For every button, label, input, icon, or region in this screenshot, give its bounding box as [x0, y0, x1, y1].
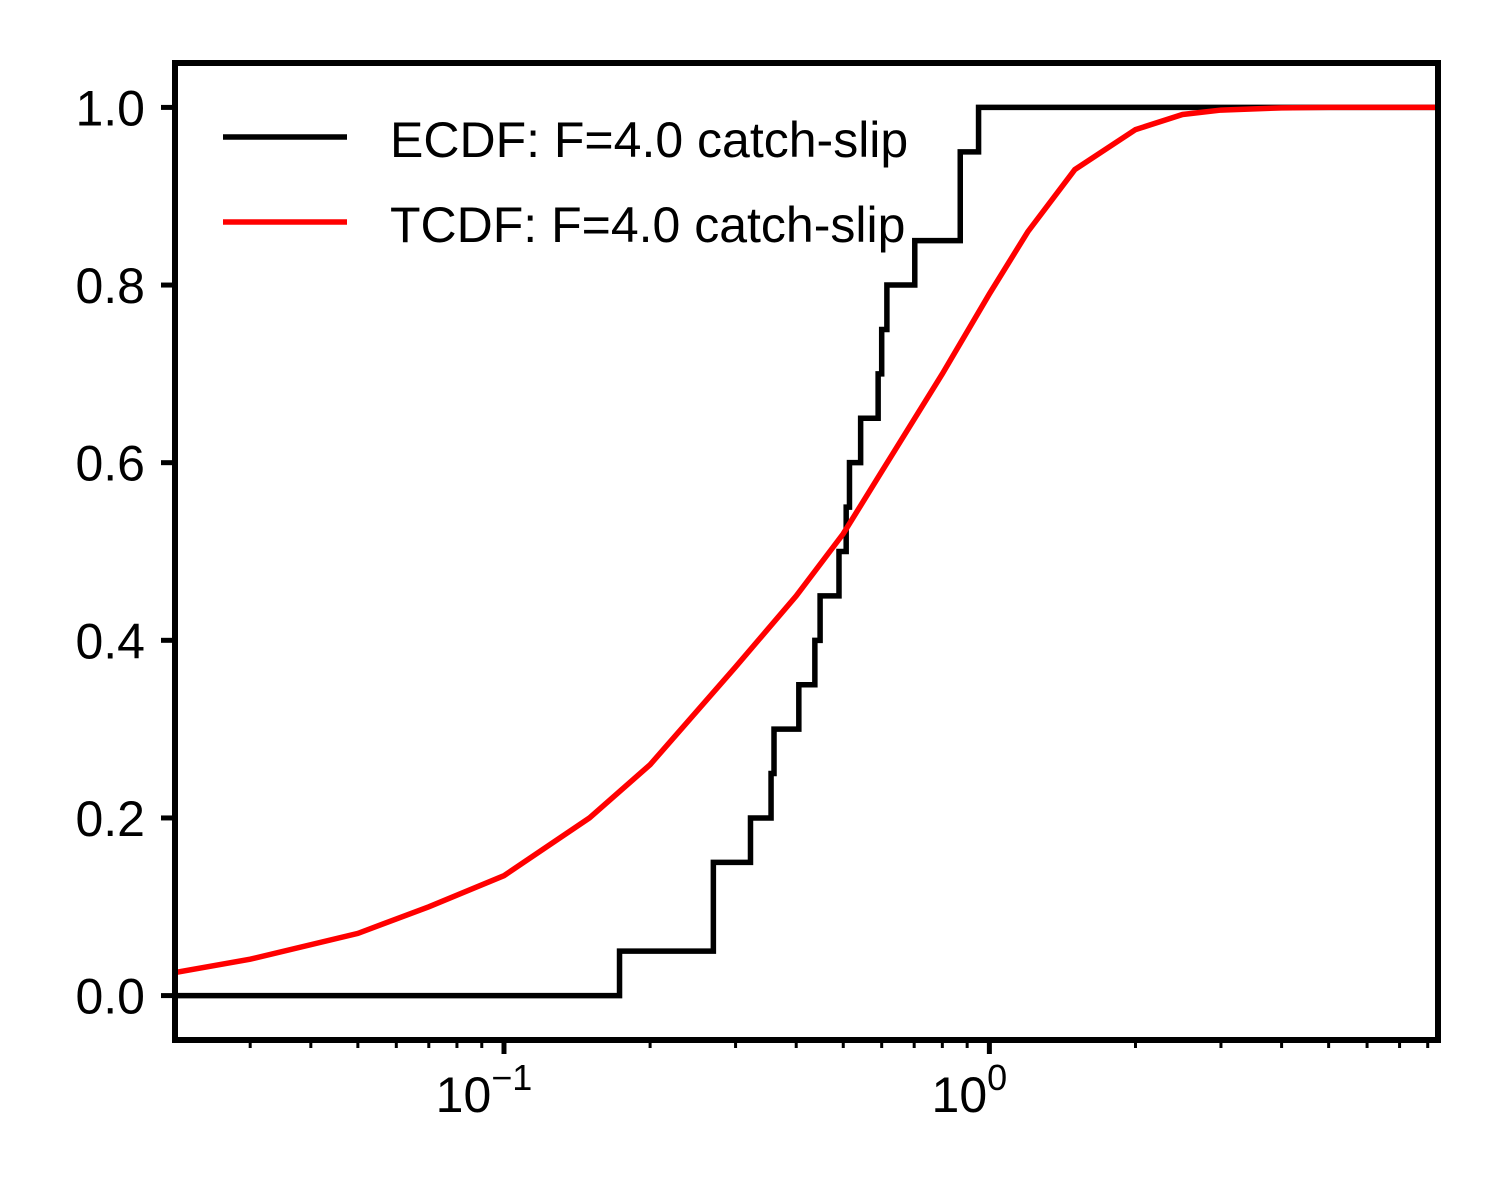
plot-frame [172, 60, 1441, 1043]
legend-label-ecdf: ECDF: F=4.0 catch-slip [390, 112, 908, 168]
y-tick-label: 0.8 [75, 258, 145, 314]
legend-label-tcdf: TCDF: F=4.0 catch-slip [390, 197, 905, 253]
x-tick-label: 10−1 [436, 1057, 533, 1123]
y-tick-label: 0.4 [75, 613, 145, 669]
plot-area [175, 104, 1438, 999]
x-tick-label: 100 [932, 1057, 1008, 1123]
y-tick-label: 0.2 [75, 791, 145, 847]
y-tick-label: 0.6 [75, 436, 145, 492]
y-tick-label: 0.0 [75, 969, 145, 1025]
legend: ECDF: F=4.0 catch-slip TCDF: F=4.0 catch-… [223, 112, 908, 253]
y-tick-label: 1.0 [75, 80, 145, 136]
series-line-ecdf [175, 104, 1438, 999]
series-line-tcdf [175, 104, 1438, 976]
